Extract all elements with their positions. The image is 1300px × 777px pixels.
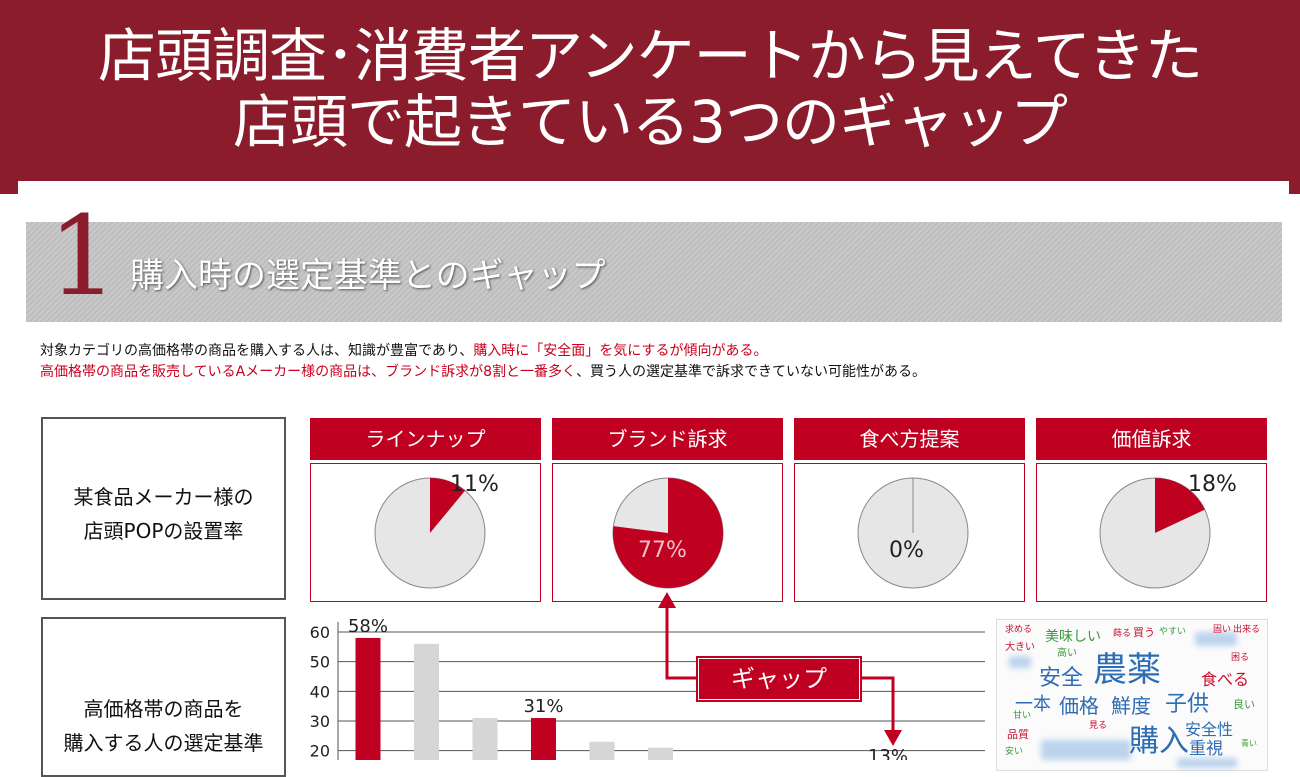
bar [414,643,439,760]
blurred-word [1195,632,1237,646]
gap-label: ギャップ [696,656,862,702]
word-cloud-word: 良い [1233,698,1255,711]
word-cloud-word: 美味しい [1045,629,1101,645]
pie-label-brand: 77% [638,538,687,563]
category-header-value: 価値訴求 [1036,418,1267,460]
word-cloud-word: 買う [1133,626,1155,639]
description-line1: 対象カテゴリの高価格帯の商品を購入する人は、知識が豊富であり、購入時に「安全面」… [40,340,767,360]
y-tick-label: 30 [310,712,330,731]
banner-underline [18,181,1289,201]
description-line2-highlight: 高価格帯の商品を販売しているAメーカー様の商品は、ブランド訴求が8割と一番多く [40,364,577,380]
y-tick-label: 40 [310,682,330,701]
word-cloud-word: 高い [1057,648,1077,659]
y-tick-label: 50 [310,653,330,672]
word-cloud-word: 安全性 [1185,720,1234,739]
section-title: 購入時の選定基準とのギャップ [130,256,606,296]
bar [648,747,673,760]
word-cloud-word: 大きい [1005,642,1035,653]
description-line2: 高価格帯の商品を販売しているAメーカー様の商品は、ブランド訴求が8割と一番多く、… [40,361,926,381]
word-cloud-word: 食べる [1201,670,1250,689]
category-header-eating: 食べ方提案 [794,418,1025,460]
word-cloud-word: やすい [1159,627,1187,637]
pie-label-lineup: 11% [450,472,499,497]
row-label-selection-criteria: 高価格帯の商品を 購入する人の選定基準 [41,617,286,777]
y-tick-label: 60 [310,623,330,642]
word-cloud-word: 農薬 [1093,650,1161,690]
pie-label-eating: 0% [889,538,924,563]
word-cloud-word: 重視 [1189,739,1223,759]
word-cloud-word: 安全 [1039,666,1084,691]
title-banner [0,0,1300,194]
section-number: 1 [48,192,118,320]
row-label-criteria-line1: 高価格帯の商品を [83,697,244,721]
gap-arrowhead-up [658,592,676,608]
word-cloud-word: 鮮度 [1111,694,1151,718]
word-cloud-word: 蒔る [1113,629,1132,639]
gap-arrowhead-down [884,730,902,746]
row-label-pop-rate-line2: 店頭POPの設置率 [83,519,244,543]
word-cloud-word: 安い [1005,747,1024,757]
word-cloud-word: 見る [1089,721,1108,731]
gap-arrow-left [665,606,698,680]
row-label-pop-rate-line1: 某食品メーカー様の [73,485,254,509]
description-line1-text: 対象カテゴリの高価格帯の商品を購入する人は、知識が豊富であり、 [40,343,474,359]
bar-chart: 60 50 40 30 20 58% 31% 13% [310,592,985,760]
section-band [26,222,1282,322]
category-header-brand: ブランド訴求 [552,418,783,460]
bar-data-label: 31% [523,696,563,717]
word-cloud-word: 品質 [1007,728,1029,741]
word-cloud-word: 甘い [1013,711,1032,721]
bar-data-label: 58% [348,616,388,637]
word-cloud-word: 購入 [1129,724,1189,759]
page-title-line2: 店頭で起きている3つのギャップ [233,88,1068,156]
row-label-pop-rate: 某食品メーカー様の 店頭POPの設置率 [41,417,286,600]
description-line2-text: 、買う人の選定基準で訴求できていない可能性がある。 [576,364,927,380]
word-cloud-word: 出来る [1233,625,1261,635]
word-cloud: 求める 美味しい 蒔る 買う やすい 固い 出来る大きい高い安全 農薬 困る食べる一本 価格 鮮度子… [996,619,1268,771]
word-cloud-word: 青い [1241,739,1257,748]
bar [355,637,381,760]
blurred-word [1009,656,1031,668]
bar [472,718,498,760]
bar [531,718,556,760]
word-cloud-word: 一本 [1015,694,1051,715]
word-cloud-word: 求める [1005,625,1033,635]
pie-label-value: 18% [1188,472,1237,497]
gap-arrow-right [858,676,895,732]
category-header-lineup: ラインナップ [310,418,541,460]
row-label-criteria-line2: 購入する人の選定基準 [63,731,264,755]
word-cloud-word: 子供 [1165,692,1210,717]
description-line1-highlight: 購入時に「安全面」を気にするが傾向がある。 [473,343,768,359]
word-cloud-word: 固い [1213,625,1232,635]
bar-data-label: 13% [868,746,908,760]
bar [589,741,615,760]
page-title-line1: 店頭調査･消費者アンケートから見えてきた [97,22,1203,90]
blurred-word [1041,740,1131,760]
word-cloud-word: 価格 [1059,694,1099,718]
y-tick-label: 20 [310,742,330,760]
word-cloud-word: 困る [1231,653,1250,663]
